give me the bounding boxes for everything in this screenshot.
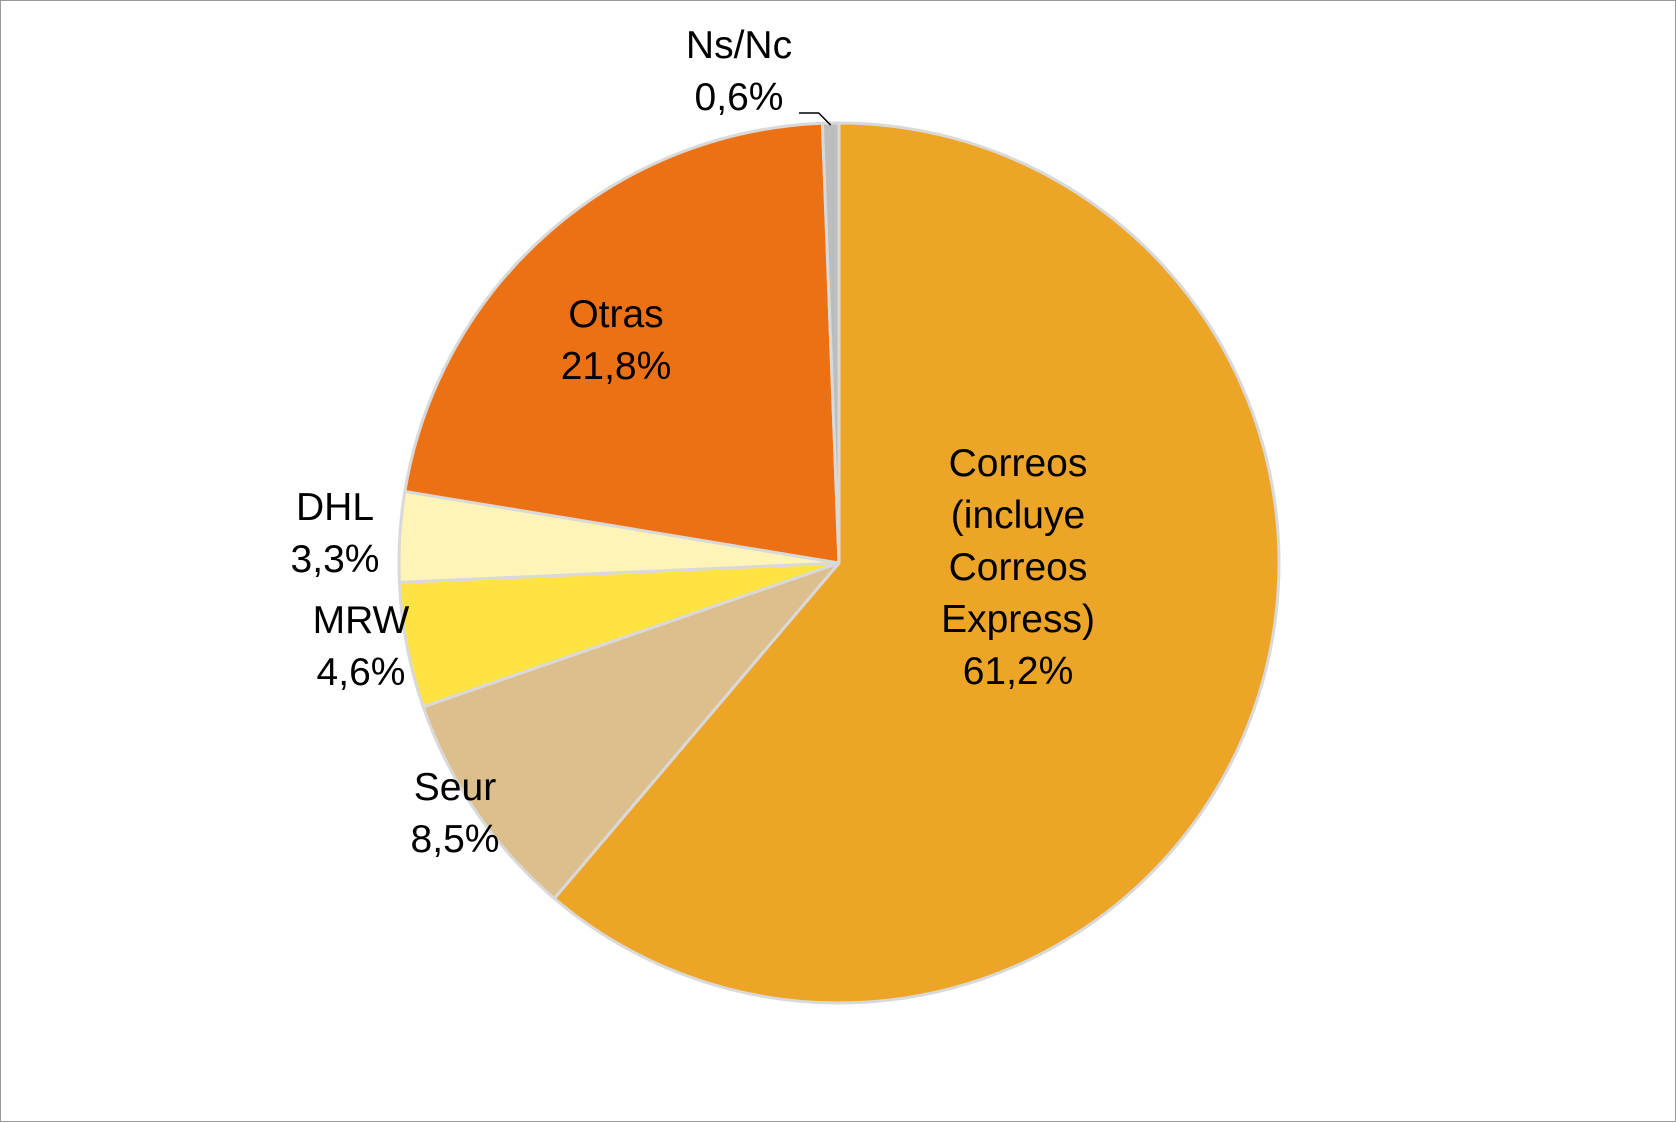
pie-slice-otras	[403, 121, 841, 565]
pie-slice-ns-nc	[820, 121, 841, 565]
slice-value-label: 8,5%	[411, 818, 500, 861]
slice-name-label: Express)	[941, 598, 1095, 641]
slice-name-label: Correos	[949, 442, 1088, 485]
slice-name-label: Ns/Nc	[686, 24, 792, 67]
slice-label-dhl: DHL 3,3%	[291, 486, 380, 581]
slice-value-label: 0,6%	[695, 76, 784, 119]
slice-value-label: 4,6%	[317, 651, 406, 694]
slice-name-label: Correos	[949, 546, 1088, 589]
slice-value-label: 3,3%	[291, 538, 380, 581]
slice-label-ns-nc: Ns/Nc 0,6%	[686, 24, 792, 119]
slice-label-otras: Otras 21,8%	[561, 293, 672, 388]
slice-value-label: 21,8%	[561, 345, 672, 388]
pie-slice-seur	[421, 561, 841, 900]
slice-name-label: MRW	[313, 599, 410, 642]
pie-slice-correos-incluye-correos-express	[552, 121, 1281, 1005]
slice-value-label: 61,2%	[963, 650, 1074, 693]
slice-label-correos-incluye-correos-express: Correos (incluye Correos Express) 61,2%	[941, 442, 1095, 693]
slice-name-label: DHL	[296, 486, 374, 529]
slice-name-label: Seur	[414, 766, 496, 809]
slice-name-label: Otras	[568, 293, 663, 336]
slices-layer	[397, 121, 1281, 1005]
slice-name-label: (incluye	[951, 494, 1085, 537]
labels-layer: Correos (incluye Correos Express) 61,2% Seur 8…	[291, 24, 1095, 861]
leader-line-ns-nc	[799, 112, 832, 126]
leader-lines	[799, 112, 832, 126]
slice-label-seur: Seur 8,5%	[411, 766, 500, 861]
slice-label-mrw: MRW 4,6%	[313, 599, 410, 694]
